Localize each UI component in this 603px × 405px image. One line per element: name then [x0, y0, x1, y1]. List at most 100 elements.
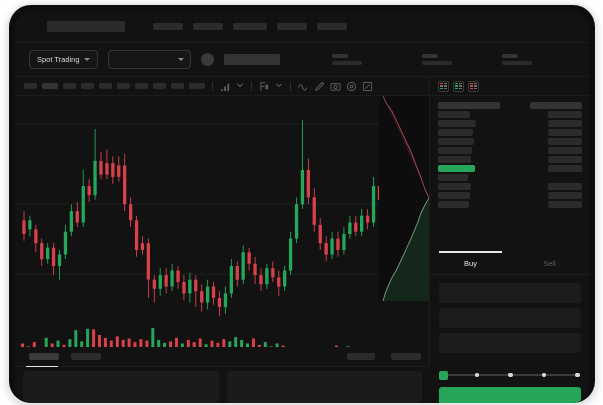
slider-handle[interactable]: [439, 370, 448, 380]
orderbook-size: [438, 201, 469, 208]
app-screen: Spot Trading: [15, 11, 589, 403]
orderbook-size: [438, 111, 470, 118]
timeframe-10[interactable]: [189, 83, 205, 89]
orderbook-price: [548, 138, 582, 145]
indicators-icon[interactable]: [220, 81, 231, 92]
market-type-label: Spot Trading: [37, 55, 80, 64]
buy-tab-label: Buy: [464, 258, 477, 268]
orderbook-toolbar: [431, 77, 589, 96]
orderbook-bid-row[interactable]: [438, 191, 582, 200]
orderbook-ask-row[interactable]: [438, 146, 582, 155]
orderbook-size: [438, 165, 475, 172]
orderbook-ask-row[interactable]: [438, 110, 582, 119]
camera-icon[interactable]: [330, 81, 341, 92]
toolbar-divider: [251, 81, 252, 91]
timeframe-2[interactable]: [42, 83, 58, 89]
nav-item-2[interactable]: [193, 23, 223, 30]
order-total-field[interactable]: [439, 333, 581, 353]
toolbar-divider: [290, 81, 291, 91]
toolbar-divider: [212, 81, 213, 91]
buy-sell-tabs: Buy Sell: [431, 251, 589, 275]
chart-toolbar: [15, 77, 429, 96]
bottom-tab-open-orders[interactable]: [26, 353, 59, 367]
compare-icon[interactable]: [259, 81, 270, 92]
orderbook-size: [438, 120, 476, 127]
bottom-action-2[interactable]: [391, 353, 421, 360]
orderbook-mode-bids-icon[interactable]: [453, 80, 464, 92]
orderbook-size: [438, 102, 500, 109]
timeframe-3[interactable]: [63, 83, 76, 89]
chevron-down-icon: [83, 58, 90, 61]
slider-stop-100[interactable]: [575, 372, 580, 377]
chevron-down-icon[interactable]: [236, 81, 244, 92]
timeframe-8[interactable]: [153, 83, 166, 89]
fullscreen-icon[interactable]: [362, 81, 373, 92]
orderbook-mid-row[interactable]: [438, 164, 582, 173]
amount-percent-slider[interactable]: [439, 369, 581, 381]
market-sub-header: Spot Trading: [15, 43, 589, 77]
orderbook-price: [548, 120, 582, 127]
orderbook-ask-row[interactable]: [438, 137, 582, 146]
depth-bid-line: [382, 197, 429, 301]
orderbook-ask-row[interactable]: [438, 128, 582, 137]
market-type-dropdown[interactable]: Spot Trading: [29, 50, 98, 69]
orderbook-mode-both-icon[interactable]: [438, 80, 449, 92]
orderbook-size: [438, 129, 473, 136]
timeframe-5[interactable]: [99, 83, 112, 89]
nav-item-5[interactable]: [317, 23, 347, 30]
sell-tab-label: Sell: [543, 258, 556, 268]
sell-tab[interactable]: Sell: [510, 252, 589, 274]
orderbook-price: [548, 201, 582, 208]
orderbook-ask-row[interactable]: [438, 119, 582, 128]
bottom-panels: [15, 371, 430, 403]
orderbook-mode-asks-icon[interactable]: [468, 80, 479, 92]
pair-name: [223, 54, 280, 65]
volume-series: [21, 328, 350, 347]
nav-item-3[interactable]: [233, 23, 267, 30]
bottom-tab-order-history[interactable]: [71, 353, 101, 360]
orderbook-size: [438, 183, 471, 190]
buy-tab[interactable]: Buy: [431, 251, 510, 274]
order-form: [431, 276, 589, 361]
nav-item-4[interactable]: [277, 23, 307, 30]
slider-stop-75[interactable]: [541, 372, 546, 377]
submit-order-button[interactable]: [439, 387, 581, 403]
search-input[interactable]: [47, 21, 125, 32]
orderbook-bid-row[interactable]: [438, 182, 582, 191]
orderbook-size: [438, 192, 470, 199]
timeframe-7[interactable]: [135, 83, 148, 89]
pencil-icon[interactable]: [314, 81, 325, 92]
settings-gear-icon[interactable]: [346, 81, 357, 92]
bottom-card-right[interactable]: [226, 371, 422, 403]
orderbook-bid-row[interactable]: [438, 173, 582, 182]
order-panel: Buy Sell: [431, 77, 589, 403]
orderbook-price: [548, 192, 582, 199]
orderbook-price: [548, 111, 582, 118]
orderbook-ask-row[interactable]: [438, 155, 582, 164]
orderbook-price: [548, 165, 582, 172]
order-book[interactable]: [431, 96, 589, 248]
bottom-action-1[interactable]: [347, 353, 375, 360]
wave-line-icon[interactable]: [298, 81, 309, 92]
orderbook-bid-row[interactable]: [438, 200, 582, 209]
chart-panel: [15, 77, 430, 347]
candlestick-chart[interactable]: [15, 96, 430, 347]
market-stat-1: [331, 54, 362, 65]
timeframe-9[interactable]: [171, 83, 184, 89]
bottom-tabs: [15, 347, 430, 367]
chevron-down-icon[interactable]: [275, 81, 283, 92]
order-amount-field[interactable]: [439, 308, 581, 328]
nav-item-1[interactable]: [153, 23, 183, 30]
depth-chart-overlay[interactable]: [379, 96, 429, 301]
orderbook-price: [548, 129, 582, 136]
order-price-field[interactable]: [439, 283, 581, 303]
orderbook-ask-row[interactable]: [438, 101, 582, 110]
pair-avatar: [200, 53, 214, 66]
timeframe-4[interactable]: [81, 83, 94, 89]
timeframe-1[interactable]: [24, 83, 37, 89]
timeframe-6[interactable]: [117, 83, 130, 89]
bottom-card-left[interactable]: [23, 371, 219, 403]
trading-pair-select[interactable]: [107, 50, 191, 69]
slider-stop-25[interactable]: [474, 372, 479, 377]
slider-stop-50[interactable]: [508, 372, 513, 377]
